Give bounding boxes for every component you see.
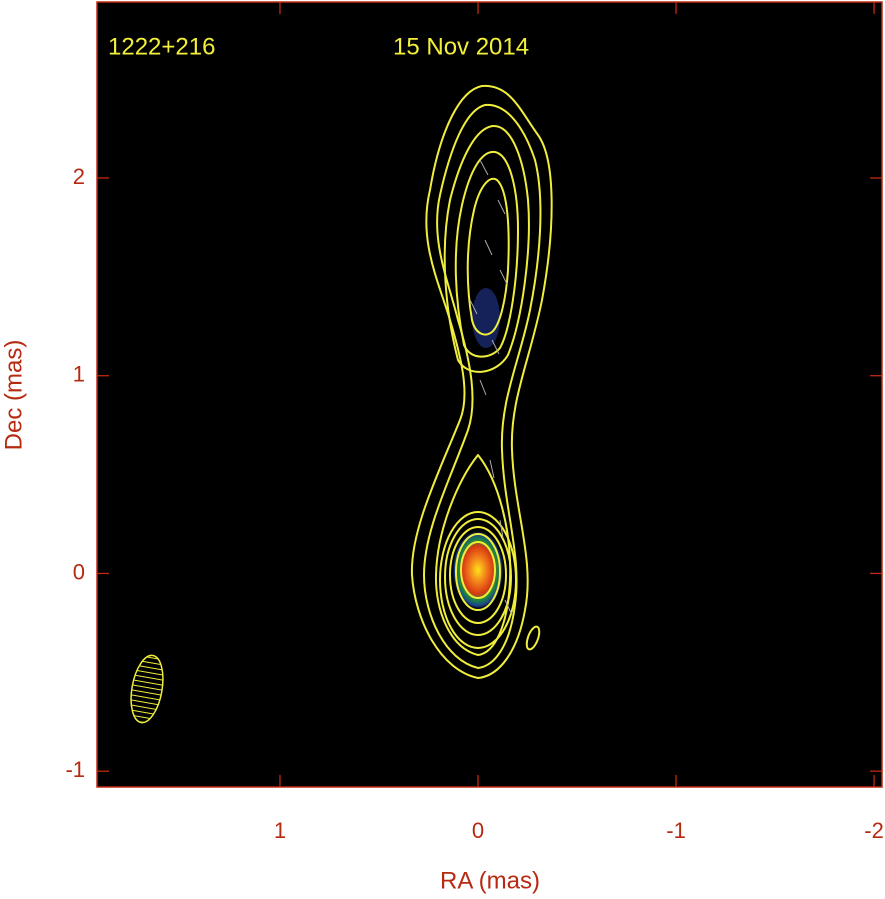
- x-tick-label: 1: [274, 818, 286, 843]
- beam: [130, 654, 164, 724]
- y-tick-label: 2: [73, 164, 85, 189]
- polarization-vectors: [469, 159, 513, 616]
- map: [130, 84, 553, 724]
- contour: [439, 511, 517, 649]
- contour: [455, 533, 501, 611]
- x-tick-label: 0: [472, 818, 484, 843]
- contour: [454, 150, 519, 358]
- x-tick-label: -2: [864, 818, 884, 843]
- source-label: 1222+216: [108, 33, 215, 60]
- y-tick-label: 1: [73, 362, 85, 387]
- date-label: 15 Nov 2014: [393, 33, 529, 60]
- contour: [460, 541, 496, 599]
- contour: [410, 84, 553, 679]
- y-tick-label: -1: [65, 757, 85, 782]
- contour: [444, 518, 512, 636]
- x-axis-title: RA (mas): [440, 867, 540, 894]
- contour: [423, 103, 542, 669]
- contour: [525, 625, 541, 651]
- x-tick-label: -1: [666, 818, 686, 843]
- contour: [466, 177, 510, 336]
- y-tick-label: 0: [73, 559, 85, 584]
- contour: [443, 124, 530, 373]
- contour: [449, 526, 507, 624]
- y-axis-title: Dec (mas): [0, 340, 27, 451]
- jet-emission: [472, 288, 500, 348]
- plot-area: [96, 1, 883, 788]
